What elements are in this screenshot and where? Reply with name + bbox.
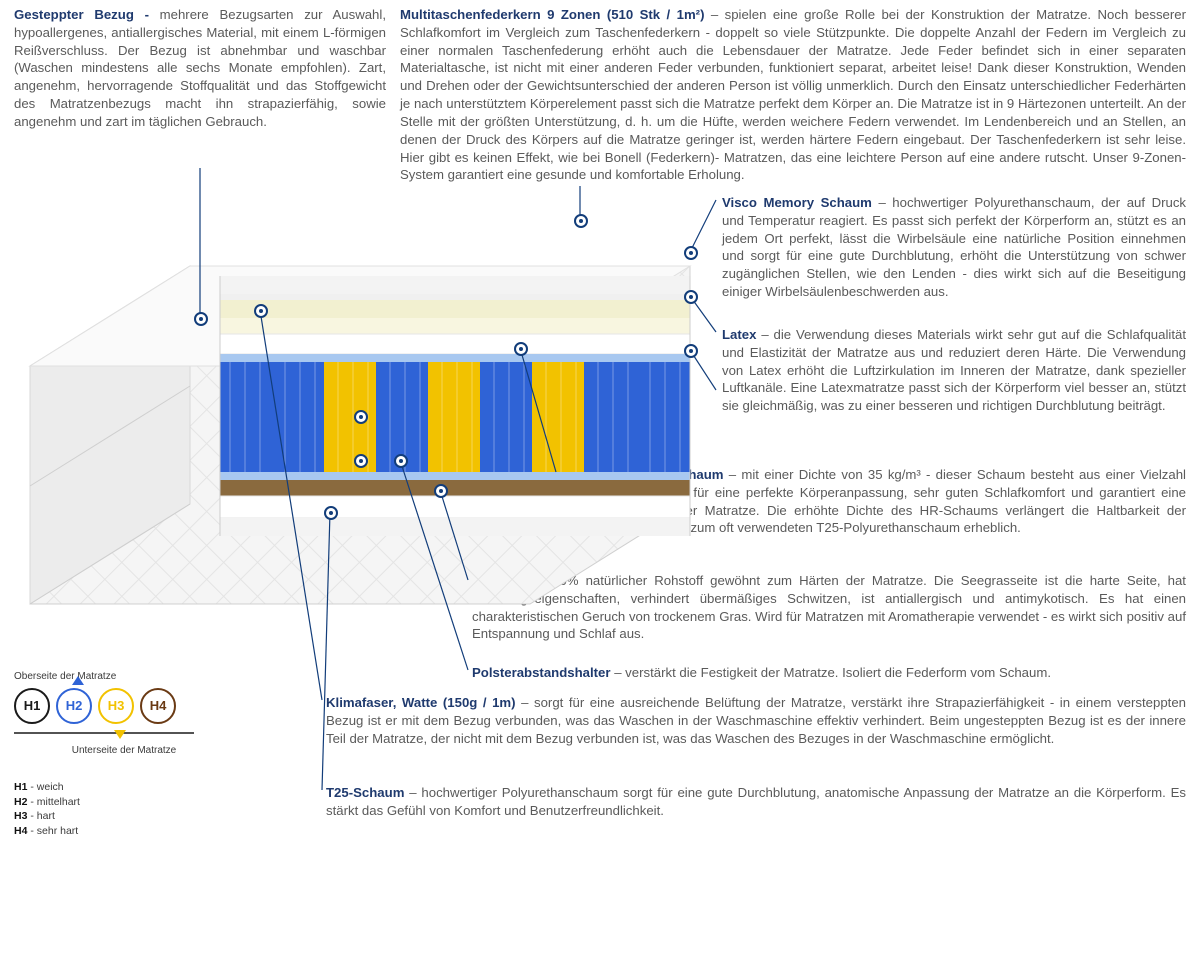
section-visco: Visco Memory Schaum – hochwertiger Polyu… (722, 194, 1186, 301)
section-title: Hochflexibler HR-Schaum (560, 467, 729, 482)
marker-visco (684, 246, 698, 260)
marker-federkern (574, 214, 588, 228)
section-latex: Latex – die Verwendung dieses Materials … (722, 326, 1186, 415)
section-text: – hochwertiger Polyurethanschaum sorgt f… (326, 785, 1186, 818)
section-title: T25-Schaum (326, 785, 409, 800)
marker-extra-1 (354, 410, 368, 424)
section-title: Multitaschenfederkern 9 Zonen (510 Stk /… (400, 7, 711, 22)
legend-key-label: weich (37, 781, 64, 793)
legend-key: H1 - weich H2 - mittelhart H3 - hart H4 … (14, 780, 234, 839)
legend-key-label: sehr hart (37, 825, 78, 837)
legend-key-code: H3 (14, 810, 27, 822)
hardness-h1: H1 (14, 688, 50, 724)
section-seegras: Seegras – 100% natürlicher Rohstoff gewö… (472, 572, 1186, 643)
hardness-h2: H2 (56, 688, 92, 724)
section-title: Latex (722, 327, 761, 342)
section-title: Visco Memory Schaum (722, 195, 878, 210)
section-text: – spielen eine große Rolle bei der Konst… (400, 7, 1186, 182)
section-title: Seegras (472, 573, 530, 588)
legend-underline (14, 726, 194, 740)
marker-hr-2 (514, 342, 528, 356)
marker-extra-2 (354, 454, 368, 468)
legend-key-code: H1 (14, 781, 27, 793)
marker-t25 (324, 506, 338, 520)
section-klimafaser: Klimafaser, Watte (150g / 1m) – sorgt fü… (326, 694, 1186, 747)
layer-spacer-top (220, 354, 690, 362)
legend-circles: H1 H2 H3 H4 (14, 688, 234, 724)
section-federkern: Multitaschenfederkern 9 Zonen (510 Stk /… (400, 6, 1186, 184)
legend-top-label: Oberseite der Matratze (14, 670, 234, 684)
layer-hr (220, 334, 690, 354)
legend-key-code: H4 (14, 825, 27, 837)
section-text: mehrere Bezugsarten zur Auswahl, hypoall… (14, 7, 386, 129)
arrow-down-icon (114, 730, 126, 739)
legend-key-label: hart (37, 810, 55, 822)
layer-visco (220, 300, 690, 318)
section-bezug: Gesteppter Bezug - mehrere Bezugsarten z… (14, 6, 386, 131)
hardness-legend: Oberseite der Matratze H1 H2 H3 H4 Unter… (14, 670, 234, 839)
section-title: Klimafaser, Watte (150g / 1m) (326, 695, 521, 710)
section-text: – die Verwendung dieses Materials wirkt … (722, 327, 1186, 413)
marker-polster (394, 454, 408, 468)
section-title: Polsterabstandshalter (472, 665, 614, 680)
marker-cover (194, 312, 208, 326)
legend-bottom-label: Unterseite der Matratze (14, 744, 234, 758)
marker-klima (254, 304, 268, 318)
section-text: – verstärkt die Festigkeit der Matratze.… (614, 665, 1051, 680)
section-t25: T25-Schaum – hochwertiger Polyurethansch… (326, 784, 1186, 820)
marker-latex (684, 290, 698, 304)
layer-latex (220, 318, 690, 334)
legend-key-code: H2 (14, 796, 27, 808)
arrow-up-icon (72, 676, 84, 685)
section-title: Gesteppter Bezug - (14, 7, 160, 22)
marker-seegras (434, 484, 448, 498)
hardness-h4: H4 (140, 688, 176, 724)
hardness-h3: H3 (98, 688, 134, 724)
layer-springs (220, 362, 690, 472)
section-hrschaum: Hochflexibler HR-Schaum – mit einer Dich… (560, 466, 1186, 537)
section-polster: Polsterabstandshalter – verstärkt die Fe… (472, 664, 1186, 682)
marker-hr (684, 344, 698, 358)
layer-klimafaser (220, 294, 690, 300)
legend-key-label: mittelhart (37, 796, 80, 808)
section-text: – hochwertiger Polyurethanschaum, der au… (722, 195, 1186, 299)
section-text: – 100% natürlicher Rohstoff gewöhnt zum … (472, 573, 1186, 641)
layer-cover (220, 276, 690, 294)
